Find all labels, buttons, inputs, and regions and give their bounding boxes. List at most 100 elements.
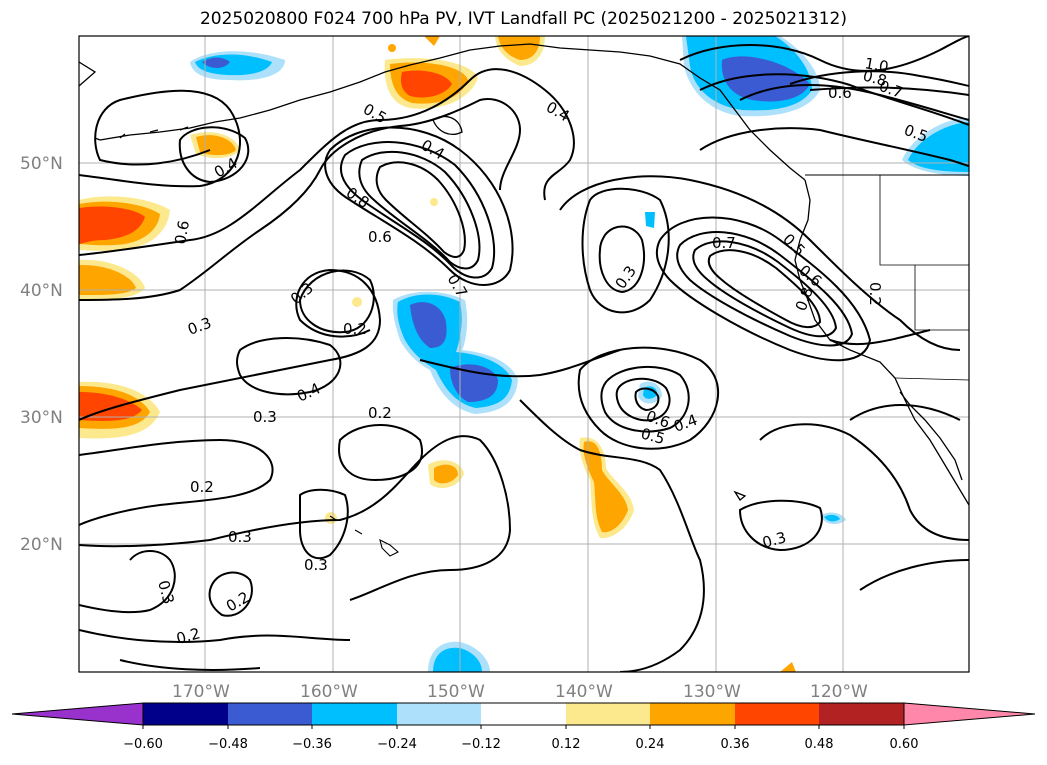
colorbar-outline xyxy=(142,702,905,726)
island xyxy=(432,115,463,135)
contour-label: 0.2 xyxy=(866,282,884,306)
contour-label: 0.3 xyxy=(304,556,328,574)
latitude-label: 20°N xyxy=(20,535,63,555)
colorbar-tick-label: 0.36 xyxy=(721,737,750,752)
contour-line xyxy=(79,629,351,643)
shade-positive-area xyxy=(424,36,440,46)
contour-line xyxy=(79,89,241,188)
shade-positive-area xyxy=(79,206,145,244)
alaska-coastline xyxy=(99,43,806,181)
contour-label: 0.3 xyxy=(185,314,214,339)
shade-negative-area xyxy=(824,514,840,522)
colorbar-segment xyxy=(397,703,481,725)
contour-line xyxy=(655,216,872,362)
colorbar-tick-label: 0.60 xyxy=(890,737,919,752)
contour-line xyxy=(829,329,931,346)
contour-line xyxy=(340,141,496,279)
state-border xyxy=(879,175,969,266)
colorbar-segment xyxy=(312,703,397,725)
contour-line xyxy=(236,337,342,396)
contour-line xyxy=(119,659,261,671)
contour-line xyxy=(358,150,481,270)
colorbar-segment xyxy=(143,703,228,725)
contour-line xyxy=(692,240,838,338)
contour-line xyxy=(759,423,969,541)
contour-label: 0.3 xyxy=(760,528,788,552)
contour-label: 0.5 xyxy=(360,100,390,128)
contour-label: 0.8 xyxy=(343,184,373,212)
contour-line xyxy=(809,86,969,96)
colorbar-segment xyxy=(650,703,735,725)
shade-positive-area xyxy=(583,441,628,533)
baja-coastline xyxy=(899,391,963,481)
axis-labels: 50°N 40°N 30°N 20°N 170°W 160°W 150°W 14… xyxy=(20,154,868,702)
contour-label: 0.6 xyxy=(828,84,852,102)
contour-label: 0.3 xyxy=(253,408,277,426)
contour-line xyxy=(79,98,522,301)
contour-label: 0.3 xyxy=(287,279,317,308)
longitude-label: 150°W xyxy=(427,682,485,702)
contour-line xyxy=(699,127,969,167)
shaded-anomaly-areas xyxy=(79,36,969,672)
map-title: 2025020800 F024 700 hPa PV, IVT Landfall… xyxy=(199,9,847,29)
shade-positive-area xyxy=(388,44,396,52)
shade-negative-area xyxy=(433,647,482,672)
shade-negative-area xyxy=(908,122,969,172)
colorbar-segment xyxy=(228,703,312,725)
contour-label: 0.2 xyxy=(343,320,367,338)
contour-label: 0.6 xyxy=(368,228,392,246)
contour-line xyxy=(598,225,645,294)
contour-label: 0.2 xyxy=(368,404,392,422)
contour-line xyxy=(519,399,705,672)
contour-line xyxy=(324,126,514,286)
shade-negative-area xyxy=(721,56,810,102)
contour-label: 0.2 xyxy=(223,588,253,616)
contour-line xyxy=(375,161,466,258)
contour-line xyxy=(178,126,250,184)
colorbar: −0.60 −0.48 −0.36 −0.24 −0.12 0.12 0.24 … xyxy=(11,702,1036,752)
contour-label: 0.5 xyxy=(639,424,667,448)
contour-label: 0.4 xyxy=(294,379,323,405)
pv-contours xyxy=(79,36,969,672)
latitude-label: 40°N xyxy=(20,281,63,301)
contour-line xyxy=(208,571,253,617)
mexico-border xyxy=(894,377,969,381)
colorbar-tick-label: −0.12 xyxy=(461,737,501,752)
colorbar-extend-max xyxy=(903,702,1036,726)
longitude-label: 140°W xyxy=(555,682,613,702)
shade-negative-area xyxy=(645,212,655,228)
longitude-label: 130°W xyxy=(683,682,741,702)
shade-positive-area xyxy=(780,662,796,672)
shade-positive-area xyxy=(325,512,337,524)
longitude-label: 170°W xyxy=(172,682,230,702)
state-border xyxy=(914,265,969,331)
contour-line xyxy=(79,68,575,256)
shade-positive-area xyxy=(196,135,236,156)
contour-line xyxy=(79,435,512,601)
contour-label: 0.8 xyxy=(861,66,889,90)
longitude-label: 160°W xyxy=(300,682,358,702)
contour-line xyxy=(849,404,961,421)
canada-coastline xyxy=(794,179,969,506)
contour-line xyxy=(419,349,621,378)
contour-label: 0.7 xyxy=(712,234,736,252)
colorbar-tick-label: 0.48 xyxy=(805,737,834,752)
colorbar-segment xyxy=(819,703,904,725)
shade-negative-area xyxy=(410,302,447,348)
contour-label: 0.2 xyxy=(174,624,202,648)
contour-line xyxy=(707,249,822,328)
shade-positive-area xyxy=(352,297,362,307)
colorbar-segment xyxy=(481,703,566,725)
contour-label: 0.3 xyxy=(228,528,252,546)
colorbar-tick-label: 0.12 xyxy=(552,737,581,752)
island xyxy=(733,490,747,501)
shade-positive-area xyxy=(79,264,136,296)
colorbar-tick-label: 0.24 xyxy=(636,737,665,752)
shade-positive-area xyxy=(400,70,452,98)
colorbar-tick-label: −0.60 xyxy=(123,737,163,752)
colorbar-segment xyxy=(566,703,650,725)
colorbar-tick-label: −0.24 xyxy=(377,737,417,752)
latitude-label: 30°N xyxy=(20,408,63,428)
contour-line xyxy=(679,36,969,72)
